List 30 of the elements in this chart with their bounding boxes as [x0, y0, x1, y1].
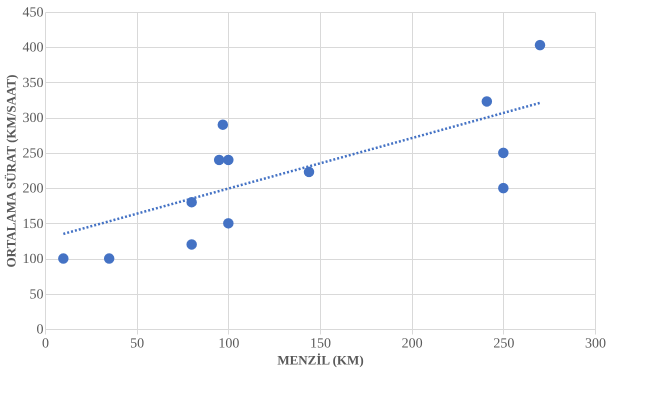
x-tick-label: 300 — [585, 336, 606, 352]
x-tick-label: 100 — [218, 336, 240, 352]
point — [534, 40, 546, 50]
y-tick-label: 250 — [22, 146, 44, 162]
y-tick-label: 200 — [22, 182, 44, 197]
y-tick-label: 50 — [30, 287, 44, 302]
y-tick-label: 300 — [22, 111, 44, 126]
y-tick-label: 450 — [22, 6, 44, 20]
point — [186, 239, 197, 250]
point — [304, 166, 314, 178]
point — [498, 148, 509, 158]
point — [104, 253, 114, 264]
y-axis-title: ORTALAMA SÜRAT (KM/SAAT) — [4, 74, 18, 268]
point — [482, 96, 492, 107]
x-axis-title: MENZİL (KM) — [277, 352, 364, 368]
point — [223, 218, 234, 229]
y-tick-label: 0 — [36, 322, 44, 338]
y-tick-label: 100 — [22, 252, 44, 268]
point — [498, 182, 509, 194]
x-tick-label: 200 — [402, 336, 423, 352]
y-tick-label: 350 — [22, 76, 44, 91]
point — [223, 154, 234, 166]
point — [58, 253, 69, 264]
x-tick-label: 150 — [310, 336, 331, 352]
y-tick-label: 400 — [22, 40, 44, 56]
point — [218, 119, 228, 130]
x-tick-label: 250 — [493, 336, 514, 352]
y-tick-label: 150 — [22, 216, 44, 232]
x-tick-label: 50 — [130, 336, 144, 352]
point — [214, 154, 224, 166]
